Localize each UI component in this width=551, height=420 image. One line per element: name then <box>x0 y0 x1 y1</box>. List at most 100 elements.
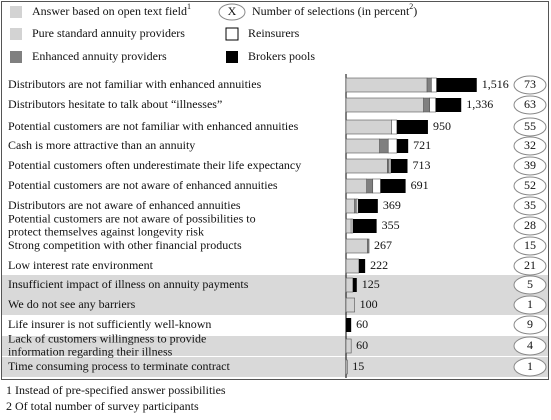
bar-segment <box>345 178 368 194</box>
total-label: 713 <box>412 158 430 172</box>
total-label: 950 <box>433 119 451 133</box>
percent-label: 35 <box>524 198 536 212</box>
total-label: 369 <box>383 198 401 212</box>
category-label: Potential customers often underestimate … <box>8 158 301 172</box>
percent-label: 52 <box>524 178 536 192</box>
bar-segment <box>387 138 398 154</box>
bar-segment <box>345 97 424 113</box>
bar-segment <box>423 97 430 113</box>
category-label: Strong competition with other financial … <box>8 238 242 252</box>
legend-open-text: Answer based on open text field1 <box>32 2 191 18</box>
open-text-row <box>2 336 548 356</box>
percent-label: 63 <box>524 97 536 111</box>
category-label: protect themselves against longevity ris… <box>8 224 204 238</box>
bar-segment <box>345 138 380 154</box>
category-label: Distributors are not familiar with enhan… <box>8 77 262 91</box>
percent-label: 15 <box>524 238 536 252</box>
bar-segment <box>345 297 355 313</box>
bar-segment <box>358 199 378 213</box>
legend-label: Enhanced annuity providers <box>32 49 167 63</box>
frame <box>1 1 549 380</box>
percent-label: 39 <box>524 158 536 172</box>
bar-segment <box>379 138 389 154</box>
legend-text: Answer based on open text field <box>32 4 187 18</box>
category-label: Potential customers are not aware of enh… <box>8 178 278 192</box>
total-label: 60 <box>356 338 368 352</box>
bar-segment <box>396 120 428 134</box>
bar-segment <box>429 97 437 113</box>
footnote: 2 Of total number of survey participants <box>6 399 199 413</box>
percent-ellipse <box>513 156 547 176</box>
legend-label: Brokers pools <box>248 49 315 63</box>
percent-label: 73 <box>524 77 536 91</box>
percent-label: 28 <box>524 218 536 232</box>
category-label: We do not see any barriers <box>8 297 136 311</box>
percent-label: 9 <box>527 317 533 331</box>
bar-segment <box>372 178 381 194</box>
bar-segment <box>426 77 432 93</box>
percent-ellipse <box>513 295 547 315</box>
total-label: 355 <box>382 218 400 232</box>
legend-swatch <box>10 51 22 63</box>
bar-segment <box>345 77 428 93</box>
category-label: Time consuming process to terminate cont… <box>8 359 231 373</box>
percent-label: 32 <box>524 138 536 152</box>
legend-label: Pure standard annuity providers <box>32 26 185 40</box>
bar-segment <box>358 259 366 273</box>
legend-label: Reinsurers <box>248 26 300 40</box>
total-label: 60 <box>356 317 368 331</box>
note-mark: 1 <box>187 2 191 11</box>
bar-segment <box>396 139 409 153</box>
bar-segment <box>345 218 352 234</box>
total-label: 1,516 <box>482 77 509 91</box>
bar-segment <box>345 277 354 293</box>
open-text-row <box>2 295 548 315</box>
bar-segment <box>345 119 393 135</box>
percent-label: 55 <box>524 119 536 133</box>
bar-segment <box>350 218 354 234</box>
total-label: 1,336 <box>466 97 493 111</box>
note-mark: 2 <box>409 2 413 11</box>
bar-segment <box>391 119 398 135</box>
legend-marker: X <box>228 4 237 18</box>
category-label: Cash is more attractive than an annuity <box>8 138 195 152</box>
bar-segment <box>388 158 392 174</box>
legend-swatch <box>225 27 239 41</box>
bar-segment <box>345 238 368 254</box>
open-text-row <box>2 357 548 377</box>
legend-swatch <box>226 51 238 63</box>
open-text-row <box>2 275 548 295</box>
percent-ellipse <box>513 216 547 236</box>
category-label: Distributors hesitate to talk about “ill… <box>8 97 222 111</box>
bar-segment <box>436 78 477 92</box>
percent-label: 4 <box>527 338 533 352</box>
percent-label: 21 <box>524 258 536 272</box>
bar-segment <box>345 359 348 375</box>
bar-segment <box>352 278 357 292</box>
total-label: 222 <box>370 258 388 272</box>
percent-ellipse <box>513 336 547 356</box>
percent-ellipse <box>513 117 547 137</box>
category-label: Potential customers are not familiar wit… <box>8 119 299 133</box>
percent-ellipse <box>513 315 547 335</box>
total-label: 691 <box>411 178 429 192</box>
bar-segment <box>352 219 377 233</box>
bar-segment <box>390 159 408 173</box>
total-label: 267 <box>374 238 392 252</box>
percent-ellipse <box>513 176 547 196</box>
percent-ellipse <box>513 357 547 377</box>
total-label: 721 <box>413 138 431 152</box>
category-label: Distributors are not aware of enhanced a… <box>8 198 241 212</box>
legend-swatch <box>10 28 22 40</box>
open-text-swatch <box>10 6 22 18</box>
category-label: Insufficient impact of illness on annuit… <box>8 277 249 291</box>
total-label: 15 <box>352 359 364 373</box>
category-label: Lack of customers willingness to provide <box>8 331 206 345</box>
percent-label: 5 <box>527 277 533 291</box>
percent-ellipse <box>513 275 547 295</box>
category-label: information regarding their illness <box>8 344 173 358</box>
marker-ellipse <box>218 3 246 21</box>
bar-segment <box>345 198 355 214</box>
percent-ellipse <box>513 236 547 256</box>
